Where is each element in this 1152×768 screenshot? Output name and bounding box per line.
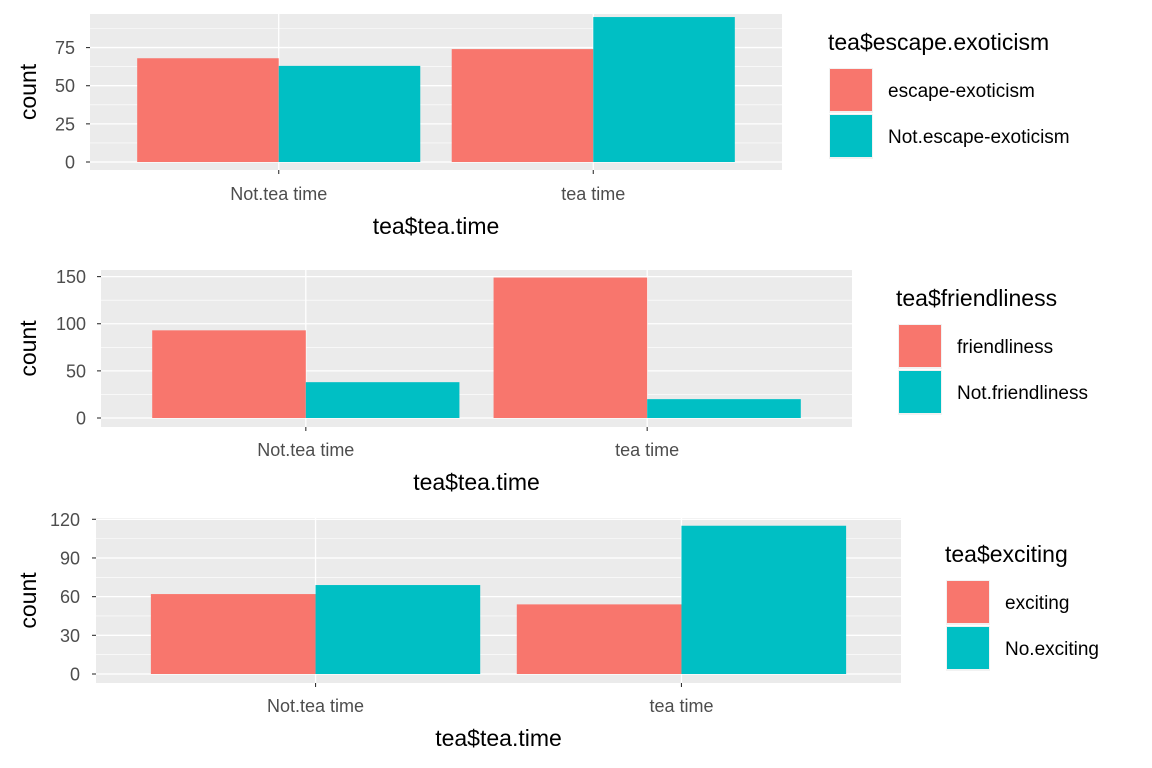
y-tick-label: 120 [50, 510, 80, 530]
bar [137, 58, 279, 162]
legend-key [947, 581, 989, 623]
bar [150, 594, 316, 674]
chart-panel-3: 0 30 60 90 120 Not.tea time tea time tea$tea.ti… [15, 510, 1099, 751]
legend-key [947, 627, 989, 669]
x-tick-label: Not.tea time [257, 440, 354, 460]
legend-key [830, 115, 872, 157]
legend-label: exciting [1005, 593, 1069, 614]
legend-label: No.exciting [1005, 639, 1099, 660]
chart-panel-1: 0 25 50 75 Not.tea time tea time tea$tea.time c… [15, 14, 1070, 239]
bar [593, 17, 735, 163]
bar [305, 382, 460, 418]
y-tick-label: 30 [60, 626, 80, 646]
x-axis-title: tea$tea.time [413, 469, 540, 495]
y-axis-title: count [15, 320, 41, 377]
y-tick-label: 0 [70, 665, 80, 685]
y-tick-label: 100 [56, 314, 86, 334]
y-axis-title: count [15, 572, 41, 629]
legend-key [899, 371, 941, 413]
legend-title: tea$exciting [945, 541, 1068, 567]
bar [451, 49, 594, 162]
legend-label: Not.friendliness [957, 383, 1088, 404]
legend-label: Not.escape-exoticism [888, 127, 1070, 148]
bar [315, 585, 481, 674]
y-tick-label: 50 [66, 361, 86, 381]
x-axis-title: tea$tea.time [435, 725, 562, 751]
y-tick-label: 90 [60, 548, 80, 568]
legend-key [830, 69, 872, 111]
y-tick-label: 150 [56, 267, 86, 287]
legend-title: tea$escape.exoticism [828, 29, 1049, 55]
bar [152, 330, 306, 418]
x-tick-label: tea time [649, 696, 713, 716]
x-tick-label: Not.tea time [230, 184, 327, 204]
bar [681, 525, 847, 674]
y-tick-label: 0 [65, 153, 75, 173]
y-tick-label: 75 [55, 38, 75, 58]
x-tick-label: tea time [615, 440, 679, 460]
x-axis-title: tea$tea.time [373, 213, 500, 239]
chart-panel-2: 0 50 100 150 Not.tea time tea time tea$tea.tim… [15, 267, 1088, 495]
bar [647, 399, 801, 418]
legend-label: escape-exoticism [888, 81, 1035, 102]
legend: tea$exciting exciting No.exciting [945, 541, 1099, 671]
bar [516, 604, 682, 674]
bar [493, 277, 648, 418]
y-tick-label: 50 [55, 76, 75, 96]
y-tick-label: 25 [55, 114, 75, 134]
legend: tea$escape.exoticism escape-exoticism Not.… [828, 29, 1070, 159]
legend-key [899, 325, 941, 367]
legend: tea$friendliness friendliness Not.friendli… [896, 285, 1088, 415]
legend-label: friendliness [957, 337, 1053, 358]
legend-title: tea$friendliness [896, 285, 1057, 311]
y-tick-label: 60 [60, 587, 80, 607]
bar [278, 65, 421, 162]
y-axis-title: count [15, 63, 41, 120]
x-tick-label: tea time [561, 184, 625, 204]
y-tick-label: 0 [76, 409, 86, 429]
x-tick-label: Not.tea time [267, 696, 364, 716]
